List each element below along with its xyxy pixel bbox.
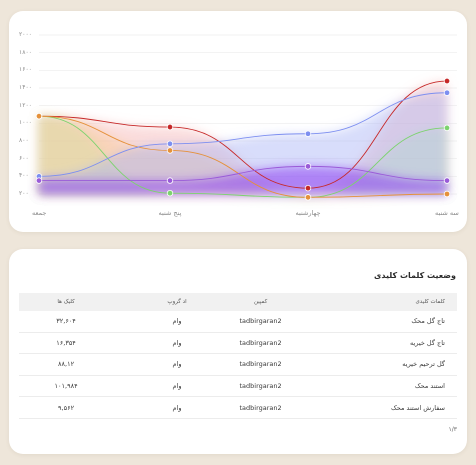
series-line — [39, 165, 448, 182]
keywords-status-card: وضعیت کلمات کلیدی کلیک ها اد گروپ کمپین … — [9, 249, 467, 454]
header-adgroup[interactable]: اد گروپ — [167, 299, 187, 305]
cell-clicks: ۱۰۱,۹۸۴ — [19, 375, 114, 398]
series-line — [38, 92, 448, 177]
data-point[interactable] — [35, 112, 43, 120]
data-point[interactable] — [443, 177, 451, 184]
keywords-status-title: وضعیت کلمات کلیدی — [374, 271, 456, 280]
cell-clicks: ۳۲,۶۰۴ — [19, 311, 114, 333]
cell-adgroup: وام — [113, 353, 211, 376]
cell-adgroup: وام — [113, 396, 211, 419]
area-chart — [35, 34, 457, 201]
data-point[interactable] — [166, 147, 174, 154]
y-tick-label: ۶۰۰ — [19, 154, 29, 162]
y-tick-label: ۴۰۰ — [19, 172, 29, 180]
y-tick-label: ۱۸۰۰ — [19, 48, 32, 56]
cell-keyword: سفارش استند محک — [310, 396, 457, 419]
y-tick-label: ۱۴۰۰ — [19, 84, 32, 91]
series-line — [38, 115, 448, 198]
cell-keyword: گل ترحیم خیریه — [310, 353, 457, 376]
y-tick-label: ۱۲۰۰ — [19, 101, 32, 109]
cell-clicks: ۱۶,۳۵۴ — [19, 332, 114, 355]
data-point[interactable] — [166, 140, 174, 147]
data-point[interactable] — [443, 89, 451, 96]
cell-adgroup: وام — [113, 332, 211, 355]
cell-keyword: تاج گل محک — [310, 311, 457, 333]
chart-card: ۲۰۰۰ ۱۸۰۰ ۱۶۰۰ ۱۴۰۰ ۱۲۰۰ ۱۰۰۰ ۸۰۰ ۶۰۰ ۴۰۰ ۲۰۰ جمع… — [9, 11, 467, 232]
x-tick-label: پنج شنبه — [158, 209, 182, 217]
data-point[interactable] — [166, 177, 174, 184]
data-point[interactable] — [304, 130, 312, 137]
table-row[interactable]: ۱۶,۳۵۴ وام tadbirgaran2 تاج گل خیریه — [19, 332, 457, 355]
table-row[interactable]: ۱۰۱,۹۸۴ وام tadbirgaran2 استند محک — [19, 375, 457, 398]
series-line — [38, 80, 448, 189]
cell-campaign: tadbirgaran2 — [210, 375, 311, 398]
x-tick-label: جمعه — [32, 209, 47, 217]
data-point[interactable] — [443, 190, 451, 198]
y-tick-label: ۸۰۰ — [19, 137, 29, 144]
keywords-table: کلیک ها اد گروپ کمپین کلمات کلیدی ۳۲,۶۰۴… — [19, 293, 457, 419]
x-tick-label: چهارشنبه — [295, 209, 321, 217]
cell-clicks: ۹,۵۶۲ — [19, 396, 114, 419]
cell-keyword: استند محک — [310, 375, 457, 398]
y-tick-label: ۲۰۰۰ — [19, 31, 32, 38]
data-point[interactable] — [166, 189, 174, 197]
data-point[interactable] — [304, 194, 312, 201]
cell-campaign: tadbirgaran2 — [210, 332, 311, 355]
table-row[interactable]: ۹,۵۶۲ وام tadbirgaran2 سفارش استند محک — [19, 396, 457, 419]
cell-keyword: تاج گل خیریه — [310, 332, 457, 355]
data-point[interactable] — [166, 123, 174, 131]
data-point[interactable] — [35, 177, 43, 184]
cell-campaign: tadbirgaran2 — [210, 396, 311, 419]
series-line — [38, 115, 448, 198]
pagination-indicator[interactable]: ۱/۳ — [448, 426, 457, 433]
data-point[interactable] — [443, 124, 451, 132]
data-point[interactable] — [304, 163, 312, 170]
cell-campaign: tadbirgaran2 — [210, 353, 311, 376]
data-point[interactable] — [443, 77, 451, 85]
cell-clicks: ۸۸,۱۲ — [19, 353, 114, 376]
header-clicks[interactable]: کلیک ها — [57, 299, 75, 305]
y-tick-label: ۲۰۰ — [19, 190, 29, 197]
cell-campaign: tadbirgaran2 — [210, 311, 311, 333]
data-point[interactable] — [304, 184, 312, 192]
x-tick-label: سه شنبه — [435, 209, 459, 217]
header-keyword[interactable]: کلمات کلیدی — [415, 299, 445, 305]
table-row[interactable]: ۳۲,۶۰۴ وام tadbirgaran2 تاج گل محک — [19, 311, 457, 333]
table-header-row: کلیک ها اد گروپ کمپین کلمات کلیدی — [19, 293, 457, 311]
y-tick-label: ۱۶۰۰ — [19, 66, 32, 74]
header-campaign[interactable]: کمپین — [253, 299, 268, 305]
y-tick-label: ۱۰۰۰ — [19, 119, 32, 127]
cell-adgroup: وام — [113, 311, 211, 333]
cell-adgroup: وام — [113, 375, 211, 398]
table-row[interactable]: ۸۸,۱۲ وام tadbirgaran2 گل ترحیم خیریه — [19, 353, 457, 376]
